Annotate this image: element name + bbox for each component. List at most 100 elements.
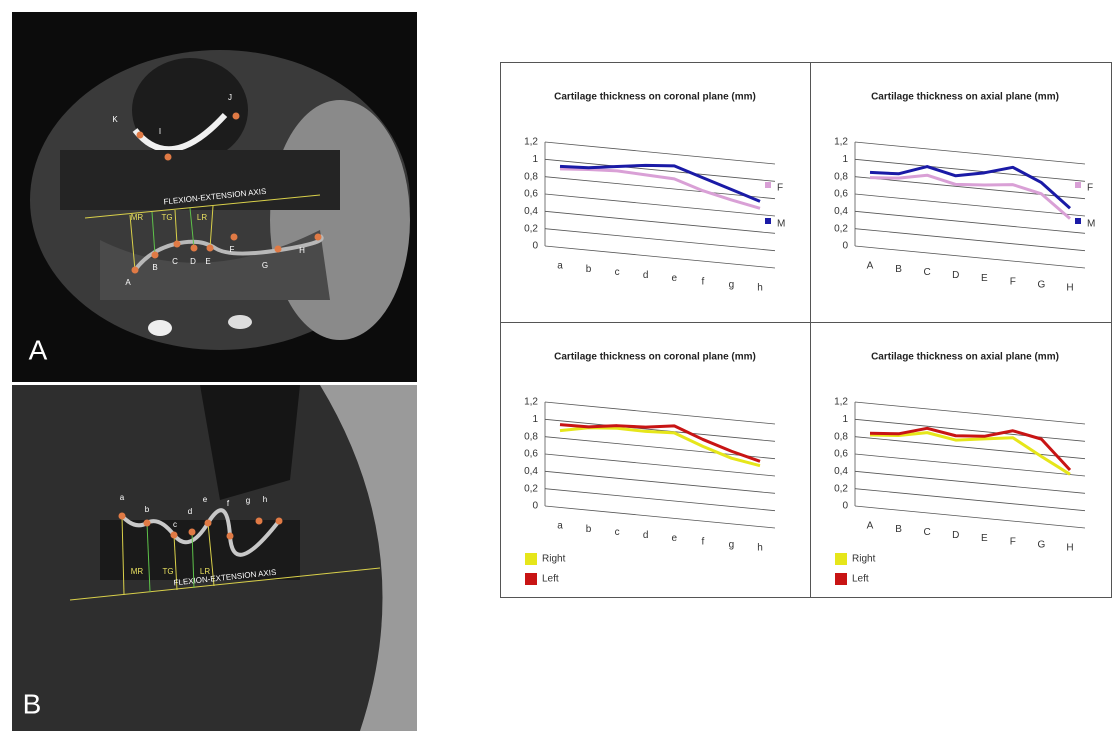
x-tick-label: f bbox=[701, 276, 704, 287]
data-line bbox=[870, 428, 1070, 470]
legend-swatch bbox=[835, 553, 847, 565]
measurement-point bbox=[276, 518, 283, 525]
measurement-point bbox=[144, 520, 151, 527]
measurement-point bbox=[152, 252, 159, 259]
zone-label: MR bbox=[131, 213, 144, 222]
legend-label: Right bbox=[542, 554, 566, 565]
x-tick-label: f bbox=[701, 536, 704, 547]
measurement-point bbox=[256, 518, 263, 525]
x-tick-label: C bbox=[924, 527, 931, 538]
x-tick-label: b bbox=[586, 524, 592, 535]
y-tick-label: 0,2 bbox=[524, 223, 538, 234]
chart-frame bbox=[500, 62, 1112, 598]
x-tick-label: A bbox=[867, 521, 874, 532]
chart-title: Cartilage thickness on axial plane (mm) bbox=[871, 92, 1059, 103]
zone-label: TG bbox=[161, 213, 172, 222]
legend-swatch bbox=[1075, 218, 1081, 224]
y-tick-label: 0 bbox=[532, 241, 538, 252]
point-label: e bbox=[203, 495, 208, 504]
x-tick-label: G bbox=[1038, 539, 1046, 550]
x-tick-label: e bbox=[672, 273, 678, 284]
measurement-point bbox=[174, 241, 181, 248]
y-tick-label: 0,2 bbox=[524, 483, 538, 494]
x-tick-label: D bbox=[952, 530, 959, 541]
measurement-point bbox=[132, 267, 139, 274]
x-tick-label: C bbox=[924, 267, 931, 278]
grid-line bbox=[855, 142, 1085, 164]
point-label: J bbox=[228, 93, 232, 102]
legend-swatch bbox=[1075, 182, 1081, 188]
x-tick-label: b bbox=[586, 264, 592, 275]
point-label: A bbox=[125, 278, 131, 287]
grid-line bbox=[545, 142, 775, 164]
point-label: c bbox=[173, 520, 177, 529]
zone-label: LR bbox=[197, 213, 207, 222]
measurement-point bbox=[207, 245, 214, 252]
y-tick-label: 1 bbox=[842, 414, 848, 425]
legend-label: F bbox=[1087, 183, 1093, 194]
point-label: b bbox=[145, 505, 150, 514]
grid-line bbox=[545, 402, 775, 424]
measurement-point bbox=[233, 113, 240, 120]
y-tick-label: 0,8 bbox=[834, 431, 848, 442]
x-tick-label: A bbox=[867, 261, 874, 272]
measurement-point bbox=[191, 245, 198, 252]
measurement-point bbox=[205, 520, 212, 527]
point-label: C bbox=[172, 257, 178, 266]
measurement-point bbox=[315, 234, 322, 241]
chart-title: Cartilage thickness on axial plane (mm) bbox=[871, 352, 1059, 363]
grid-line bbox=[545, 177, 775, 199]
point-label: D bbox=[190, 257, 196, 266]
y-tick-label: 1 bbox=[842, 154, 848, 165]
x-tick-label: d bbox=[643, 270, 649, 281]
x-tick-label: F bbox=[1010, 536, 1016, 547]
x-tick-label: g bbox=[729, 539, 735, 550]
grid-line bbox=[855, 246, 1085, 268]
y-tick-label: 0,2 bbox=[834, 483, 848, 494]
grid-line bbox=[545, 506, 775, 528]
grid-line bbox=[855, 489, 1085, 511]
point-label: F bbox=[230, 245, 235, 254]
y-tick-label: 0 bbox=[532, 501, 538, 512]
point-label: B bbox=[152, 263, 157, 272]
y-tick-label: 1 bbox=[532, 154, 538, 165]
legend-label: F bbox=[777, 183, 783, 194]
y-tick-label: 0,8 bbox=[524, 431, 538, 442]
y-tick-label: 0 bbox=[842, 501, 848, 512]
grid-line bbox=[855, 177, 1085, 199]
measurement-point bbox=[171, 532, 178, 539]
x-tick-label: a bbox=[557, 521, 563, 532]
x-tick-label: d bbox=[643, 530, 649, 541]
x-tick-label: a bbox=[557, 261, 563, 272]
point-label: h bbox=[263, 495, 267, 504]
legend-label: Left bbox=[852, 574, 869, 585]
point-label: E bbox=[205, 257, 210, 266]
grid-line bbox=[855, 471, 1085, 493]
legend-label: Right bbox=[852, 554, 876, 565]
measurement-point bbox=[275, 246, 282, 253]
point-label: g bbox=[246, 496, 250, 505]
legend-label: Left bbox=[542, 574, 559, 585]
grid-line bbox=[545, 419, 775, 441]
grid-line bbox=[545, 194, 775, 216]
point-label: I bbox=[159, 127, 161, 136]
y-tick-label: 0,6 bbox=[524, 189, 538, 200]
legend-swatch bbox=[835, 573, 847, 585]
chart-title: Cartilage thickness on coronal plane (mm… bbox=[554, 352, 756, 363]
x-tick-label: H bbox=[1066, 283, 1073, 294]
legend-swatch bbox=[525, 573, 537, 585]
y-tick-label: 0,8 bbox=[524, 171, 538, 182]
y-tick-label: 0 bbox=[842, 241, 848, 252]
measurement-point bbox=[165, 154, 172, 161]
x-tick-label: e bbox=[672, 533, 678, 544]
point-label: G bbox=[262, 261, 268, 270]
y-tick-label: 0,6 bbox=[524, 449, 538, 460]
x-tick-label: D bbox=[952, 270, 959, 281]
measurement-point bbox=[189, 529, 196, 536]
legend-swatch bbox=[525, 553, 537, 565]
grid-line bbox=[545, 246, 775, 268]
mri-panel-b bbox=[12, 385, 417, 731]
y-tick-label: 0,6 bbox=[834, 449, 848, 460]
panel-label: B bbox=[23, 688, 42, 719]
point-label: a bbox=[120, 493, 125, 502]
